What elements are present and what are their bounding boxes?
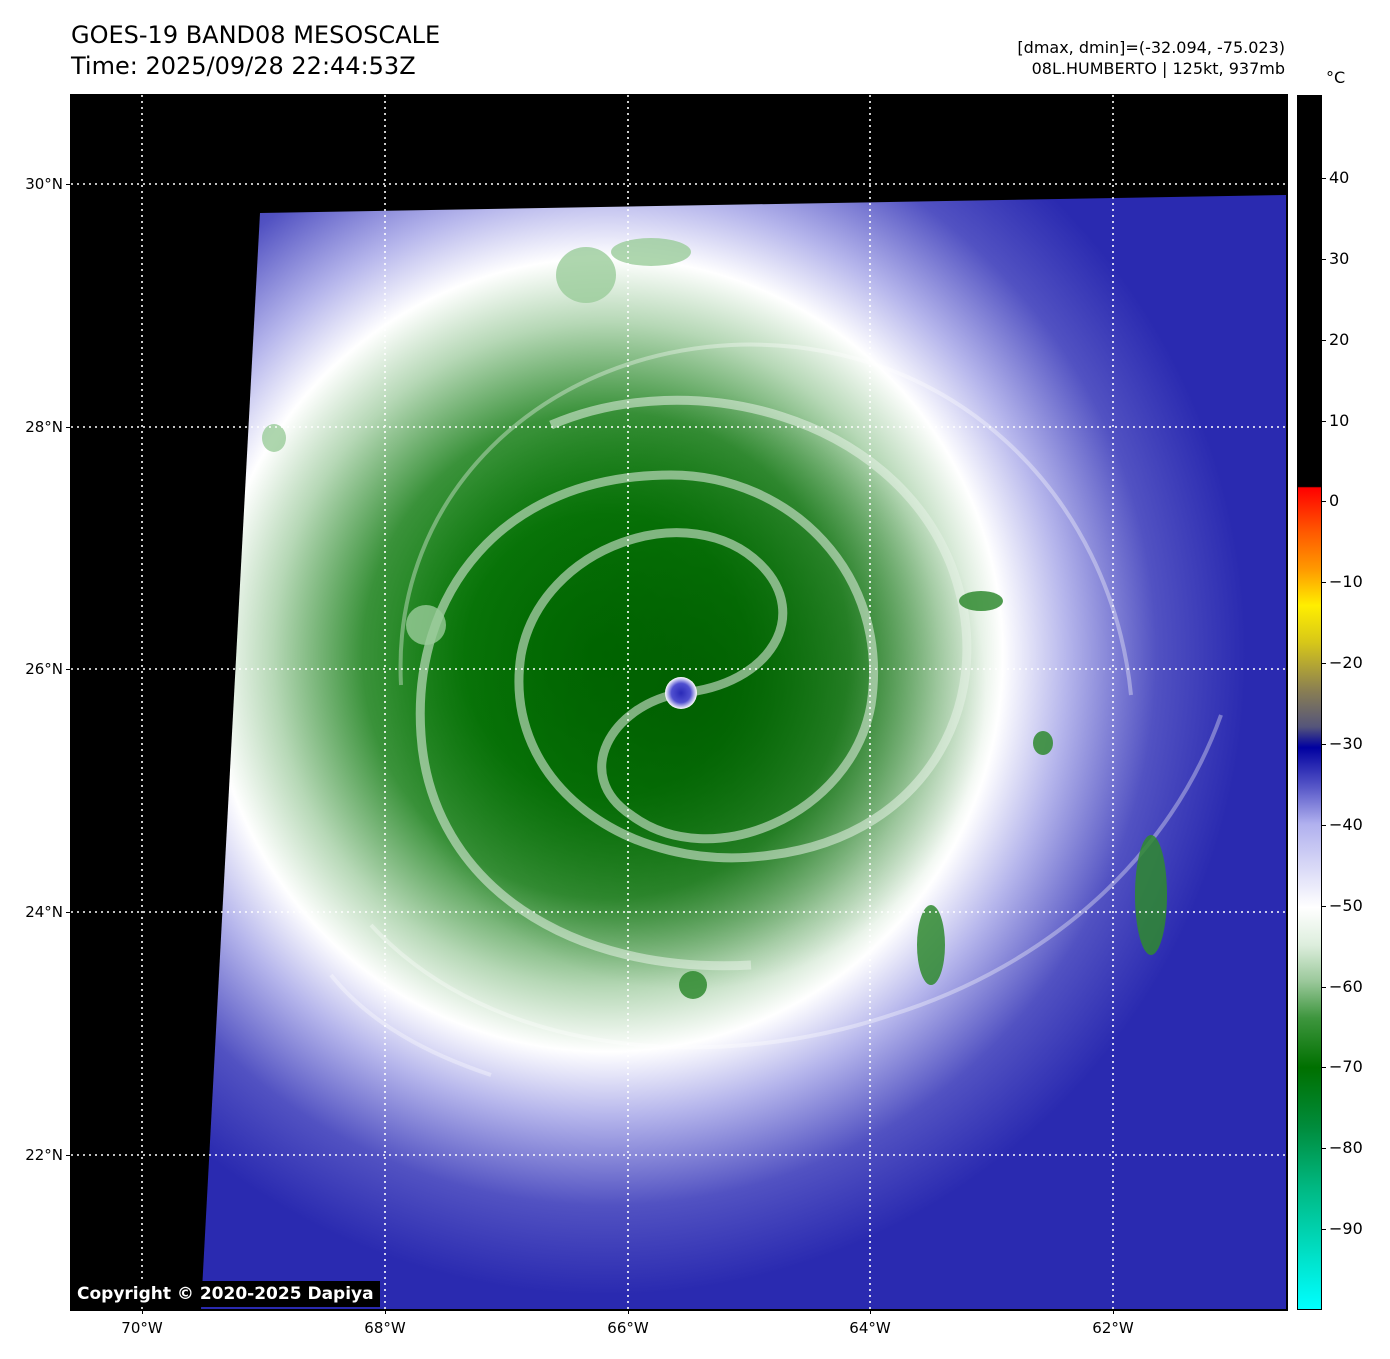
colorbar-label: −90 [1329,1219,1363,1238]
longitude-label: 68°W [364,1319,406,1337]
longitude-tick [628,1310,629,1314]
colorbar-tick [1321,501,1326,502]
colorbar-tick [1321,1067,1326,1068]
longitude-tick [1113,1310,1114,1314]
colorbar-tick [1321,987,1326,988]
colorbar-tick [1321,825,1326,826]
longitude-label: 62°W [1092,1319,1134,1337]
storm-info: 08L.HUMBERTO | 125kt, 937mb [1031,59,1285,78]
colorbar-tick [1321,744,1326,745]
longitude-tick [142,1310,143,1314]
latitude-label: 28°N [25,418,63,436]
colorbar-label: 0 [1329,491,1340,510]
latitude-tick [66,912,70,913]
colorbar-tick [1321,178,1326,179]
colorbar-label: −50 [1329,896,1363,915]
colorbar-label: −70 [1329,1057,1363,1076]
colorbar-label: 30 [1329,249,1350,268]
latitude-tick [66,1155,70,1156]
product-title: GOES-19 BAND08 MESOSCALE [71,21,441,49]
colorbar-label: 20 [1329,330,1350,349]
longitude-tick [870,1310,871,1314]
colorbar-label: −20 [1329,653,1363,672]
longitude-label: 66°W [607,1319,649,1337]
satellite-map [71,95,1286,1309]
timestamp: Time: 2025/09/28 22:44:53Z [71,52,416,80]
longitude-label: 70°W [121,1319,163,1337]
colorbar-tick [1321,1229,1326,1230]
value-range: [dmax, dmin]=(-32.094, -75.023) [1017,38,1285,57]
colorbar-tick [1321,582,1326,583]
colorbar-label: 10 [1329,411,1350,430]
colorbar-label: −30 [1329,734,1363,753]
colorbar-label: −40 [1329,815,1363,834]
storm-eye [665,677,697,709]
latitude-label: 24°N [25,903,63,921]
colorbar-tick [1321,1148,1326,1149]
colorbar-tick [1321,259,1326,260]
longitude-label: 64°W [849,1319,891,1337]
latitude-label: 30°N [25,175,63,193]
longitude-tick [385,1310,386,1314]
colorbar-tick [1321,421,1326,422]
latitude-tick [66,669,70,670]
latitude-tick [66,427,70,428]
colorbar-label: −60 [1329,977,1363,996]
colorbar-tick [1321,663,1326,664]
colorbar [1297,95,1322,1310]
copyright-notice: Copyright © 2020-2025 Dapiya [71,1281,380,1307]
colorbar-tick [1321,906,1326,907]
colorbar-unit: °C [1326,68,1346,87]
colorbar-tick [1321,340,1326,341]
gridlines [71,95,1286,1309]
satellite-swath [201,195,1286,1309]
colorbar-label: −10 [1329,572,1363,591]
latitude-tick [66,184,70,185]
latitude-label: 26°N [25,660,63,678]
satellite-image [71,95,1286,1309]
latitude-label: 22°N [25,1146,63,1164]
colorbar-label: −80 [1329,1138,1363,1157]
colorbar-label: 40 [1329,168,1350,187]
